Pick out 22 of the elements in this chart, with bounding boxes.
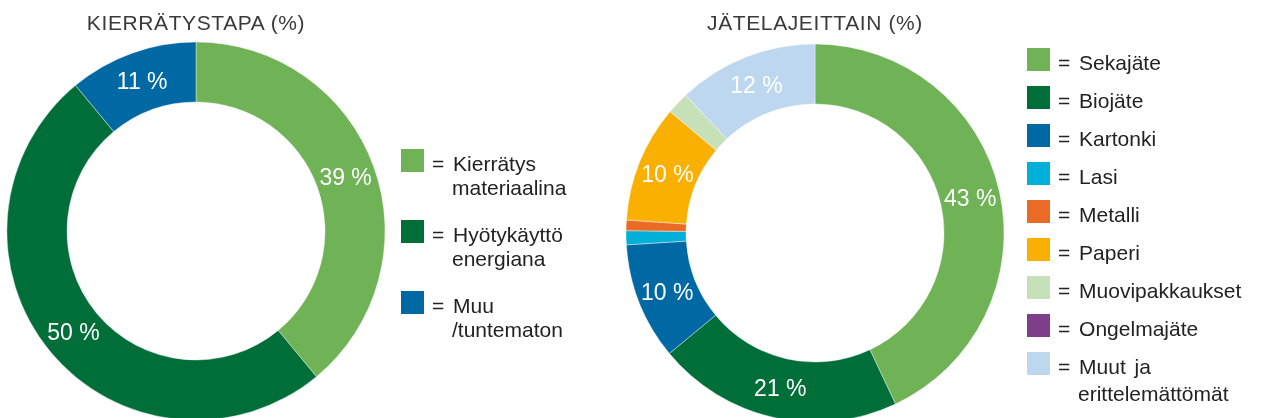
legend-label: = Muu /tuntematon (432, 294, 563, 341)
legend-label: = Paperi (1058, 241, 1140, 264)
data-label: 10 % (641, 160, 694, 187)
data-label: 12 % (730, 72, 783, 99)
chart-title: KIERRÄTYSTAPA (%) (86, 11, 306, 34)
legend-label: = Kierrätys materiaalina (432, 152, 567, 199)
legend-label: = Muovipakkaukset (1058, 279, 1242, 302)
chart-title: JÄTELAJEITTAIN (%) (707, 11, 923, 34)
data-label: 21 % (754, 375, 807, 402)
legend-label: = Sekajäte (1058, 51, 1161, 74)
data-label: 10 % (640, 278, 694, 305)
data-label: 11 % (116, 68, 168, 95)
data-label: 43 % (943, 185, 997, 212)
legend-label: = Biojäte (1058, 89, 1144, 112)
legend-label: = Lasi (1058, 165, 1118, 188)
legend-label: = Metalli (1058, 203, 1140, 226)
legend-label: = Ongelmajäte (1058, 317, 1199, 340)
data-label: 39 % (319, 164, 372, 191)
legend-label: = Hyötykäyttö energiana (432, 223, 563, 270)
legend-label: = Muut ja erittelemättömät (1058, 355, 1229, 405)
data-label: 50 % (47, 319, 100, 346)
legend-label: = Kartonki (1058, 127, 1157, 150)
